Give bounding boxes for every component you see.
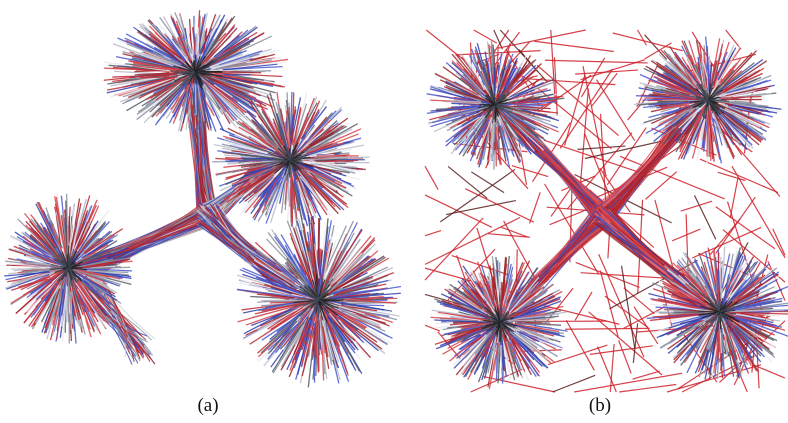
fiber — [566, 320, 594, 370]
fiber — [622, 266, 635, 349]
fiber — [448, 166, 487, 198]
fiber — [565, 328, 650, 329]
fiber — [515, 324, 549, 325]
fiber — [773, 229, 785, 255]
fiber — [638, 30, 647, 45]
fiber — [599, 254, 644, 357]
fiber — [425, 195, 492, 227]
fiber — [619, 384, 676, 392]
fiber — [574, 373, 682, 392]
fiber-core — [290, 160, 291, 178]
fiber — [512, 166, 548, 177]
fiber — [498, 30, 586, 48]
fiber — [592, 73, 618, 106]
fiber — [628, 99, 646, 120]
fiber — [484, 377, 556, 392]
fiber — [646, 172, 677, 200]
fiber — [755, 365, 785, 378]
fiber — [425, 231, 441, 236]
fiber — [140, 77, 169, 78]
page: (a) (b) (() => { const data = JSON.parse… — [0, 0, 788, 423]
figure: (a) (b) — [0, 0, 788, 423]
fiber — [534, 41, 613, 51]
fiber — [530, 192, 541, 223]
fiber — [465, 189, 534, 223]
fiber — [426, 30, 464, 61]
fiber — [613, 33, 683, 51]
fiber — [425, 166, 438, 189]
fiber — [292, 179, 293, 226]
fiber-core — [290, 145, 291, 160]
fiber — [575, 292, 592, 320]
fiber — [576, 262, 640, 287]
panel-a-drawing — [4, 10, 401, 387]
fiber — [545, 60, 648, 63]
fiber — [619, 340, 632, 373]
fiber — [474, 30, 497, 43]
fiber — [555, 57, 558, 116]
fiber-core — [489, 105, 495, 106]
fiber — [681, 201, 712, 211]
fiber — [565, 74, 586, 146]
fiber — [700, 159, 778, 193]
panel-b-drawing — [425, 30, 788, 392]
fiber — [446, 201, 516, 215]
fiber — [716, 207, 775, 249]
fiber — [597, 80, 635, 141]
fiber — [548, 345, 607, 365]
fiber — [695, 195, 716, 239]
